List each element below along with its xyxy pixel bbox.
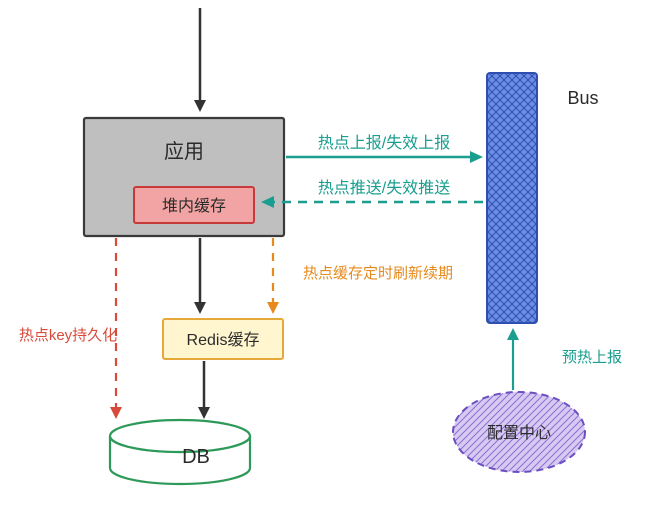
edge-hot-report: 热点上报/失效上报 <box>286 134 483 163</box>
node-db: DB <box>110 420 250 484</box>
hot-refresh-label: 热点缓存定时刷新续期 <box>303 265 453 282</box>
hot-push-label: 热点推送/失效推送 <box>318 179 450 197</box>
edge-preheat: 预热上报 <box>507 328 622 390</box>
edge-app-to-redis <box>194 238 206 314</box>
node-bus: Bus <box>487 73 599 323</box>
node-redis: Redis缓存 <box>163 319 283 359</box>
config-center-label: 配置中心 <box>487 424 551 442</box>
heap-cache-label: 堆内缓存 <box>162 197 226 215</box>
diagram-canvas: Bus 应用 堆内缓存 Redis缓存 DB 配置中心 <box>0 0 652 519</box>
edge-redis-to-db <box>198 361 210 419</box>
hot-report-label: 热点上报/失效上报 <box>318 134 450 152</box>
hot-key-persist-label: 热点key持久化 <box>19 327 117 344</box>
node-heap-cache: 堆内缓存 <box>134 187 254 223</box>
db-label: DB <box>182 446 210 468</box>
edge-hot-refresh: 热点缓存定时刷新续期 <box>267 238 453 314</box>
node-config-center: 配置中心 <box>453 392 585 472</box>
app-label: 应用 <box>164 140 204 163</box>
edge-hot-push: 热点推送/失效推送 <box>261 179 483 208</box>
edge-in-to-app <box>194 8 206 112</box>
preheat-label: 预热上报 <box>562 349 622 366</box>
bus-label: Bus <box>567 88 598 108</box>
edge-hot-key-persist: 热点key持久化 <box>19 238 122 419</box>
redis-label: Redis缓存 <box>187 331 260 349</box>
